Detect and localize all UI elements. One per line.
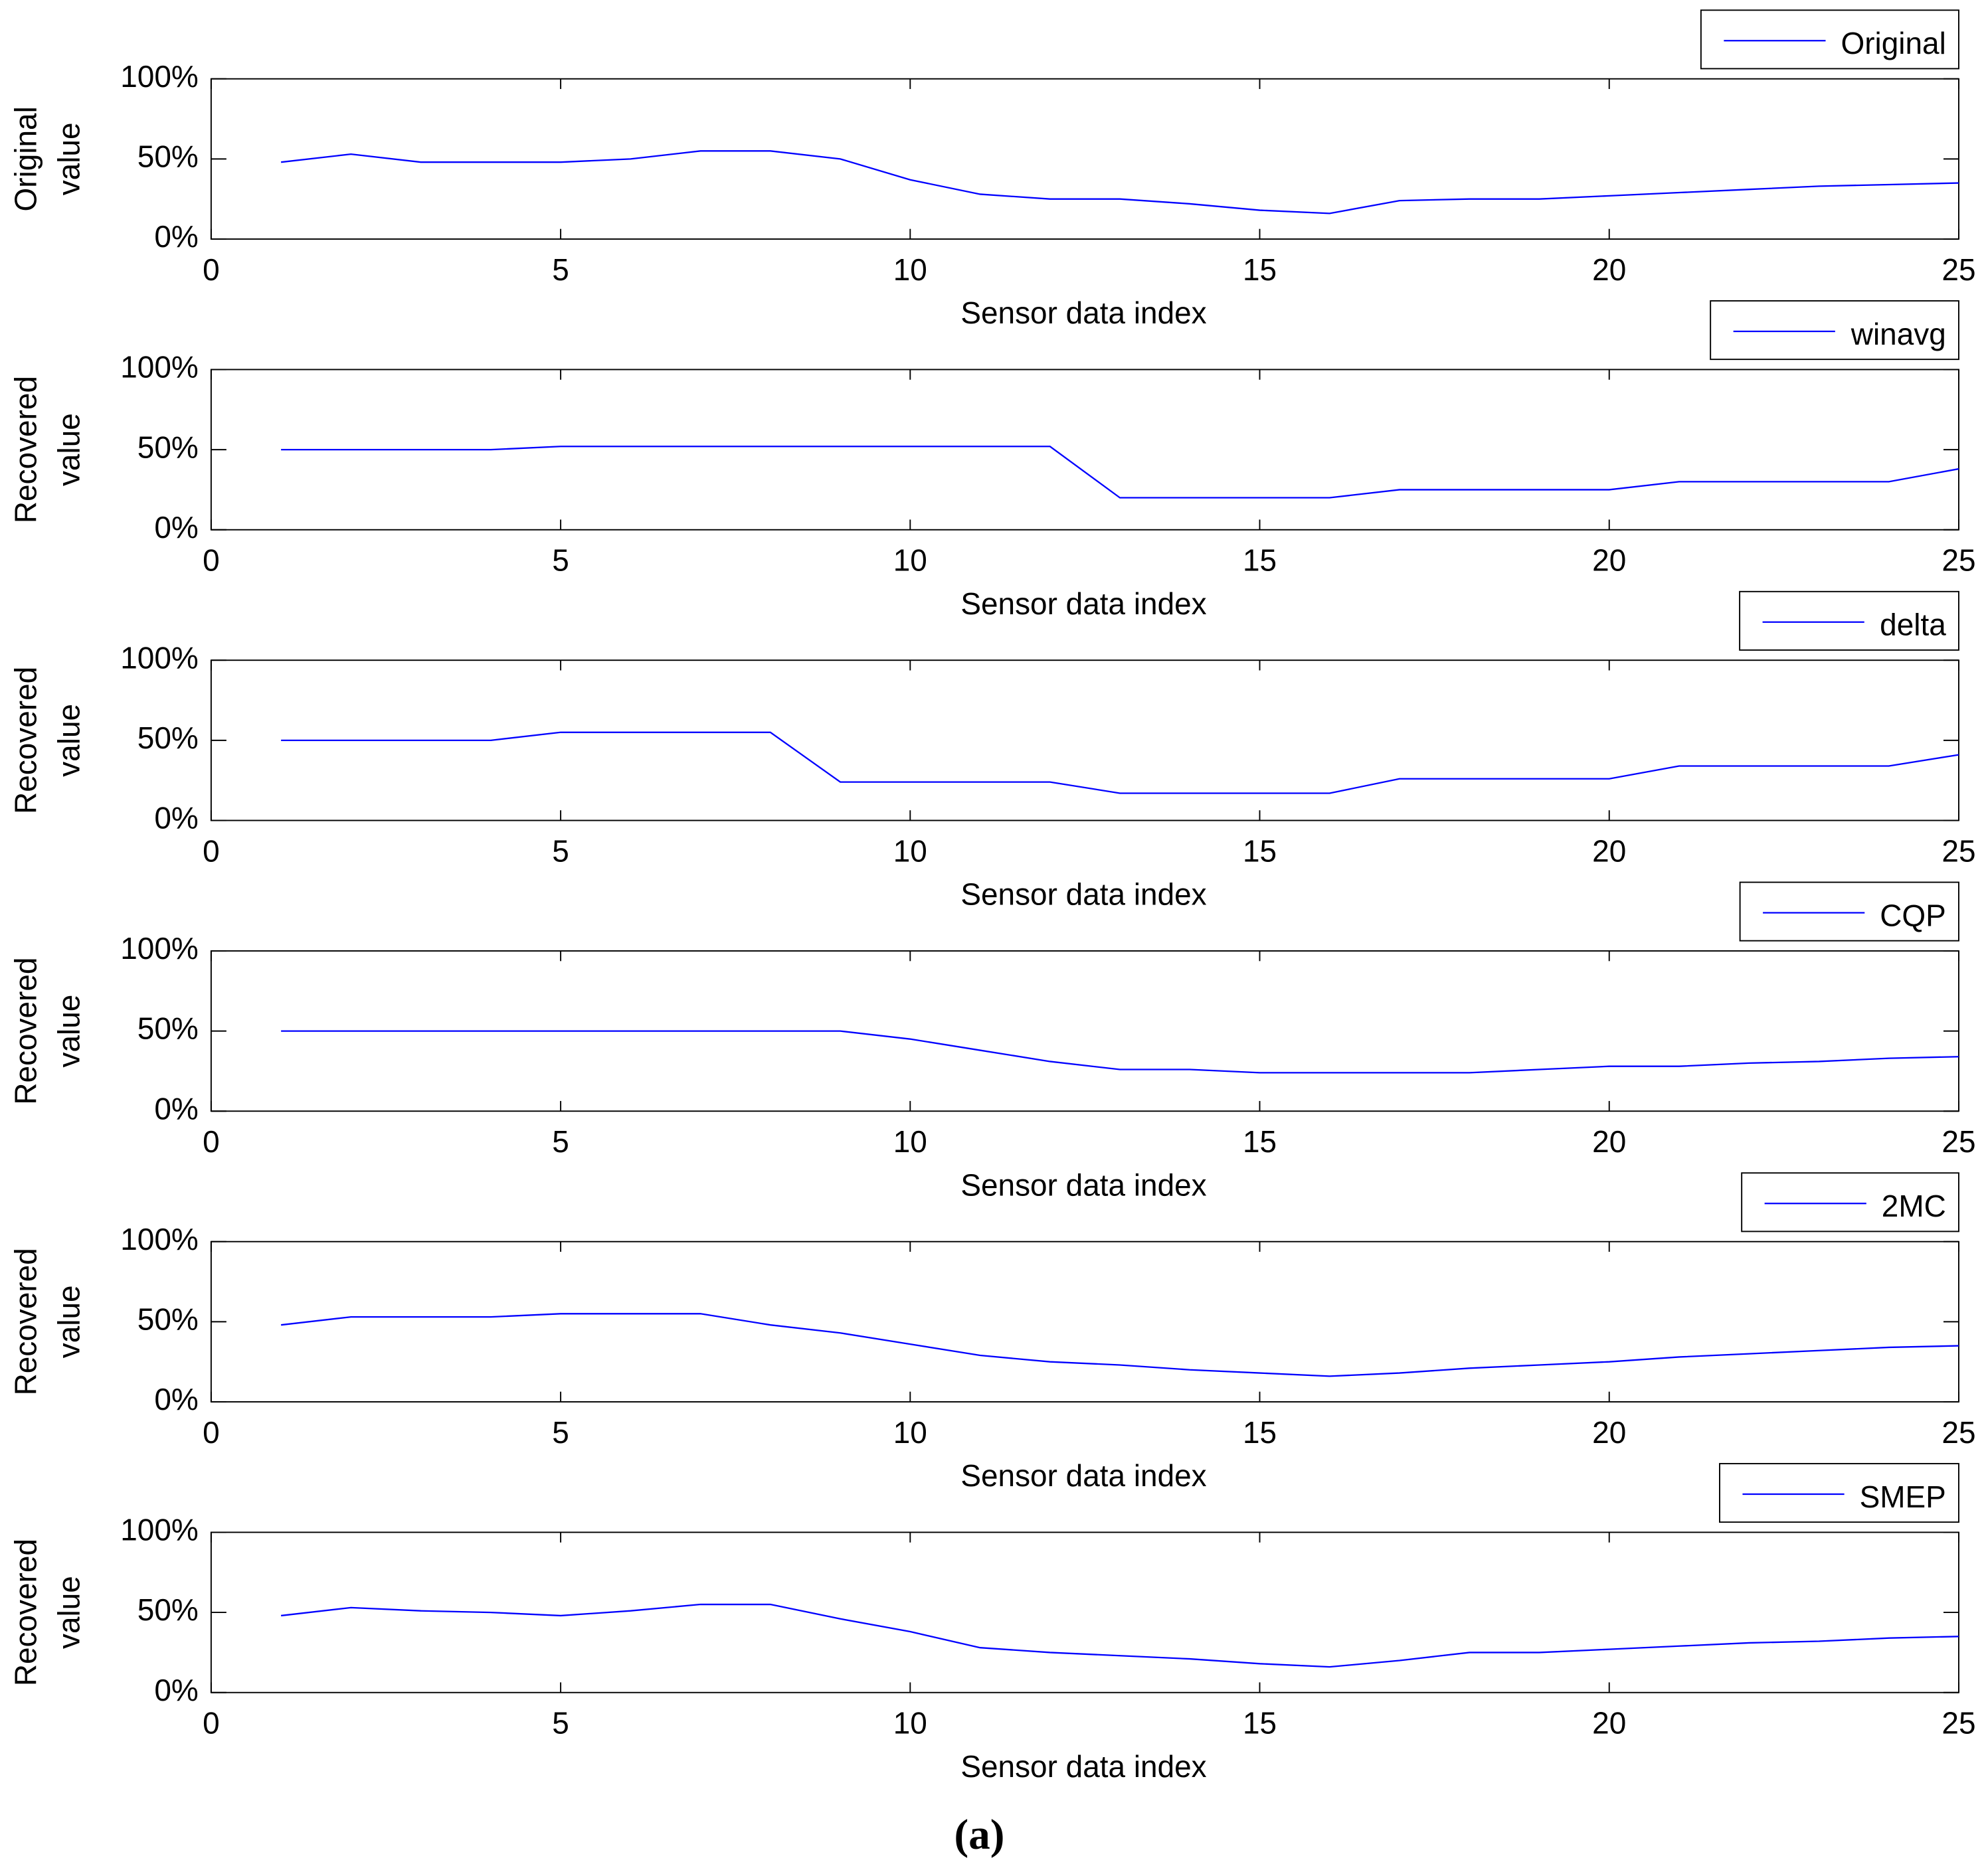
y-tick-label: 50%	[137, 139, 199, 174]
x-tick-label: 10	[893, 1124, 927, 1159]
y-tick-label: 50%	[137, 1592, 199, 1627]
y-axis-label: value	[51, 995, 86, 1068]
x-tick-label: 10	[893, 833, 927, 868]
x-tick-label: 15	[1243, 252, 1277, 287]
y-axis-label: Original	[8, 106, 43, 211]
y-tick-label: 100%	[120, 1222, 198, 1256]
x-tick-label: 15	[1243, 543, 1277, 578]
x-tick-label: 25	[1942, 1706, 1975, 1741]
x-tick-label: 20	[1592, 833, 1626, 868]
y-tick-label: 50%	[137, 1302, 199, 1336]
data-line	[280, 1603, 1959, 1668]
x-axis-label: Sensor data index	[960, 296, 1206, 330]
y-axis-label: Recovered	[8, 1248, 43, 1395]
y-axis-label: value	[51, 704, 86, 777]
y-axis-label: value	[51, 1576, 86, 1649]
x-tick-label: 25	[1942, 833, 1975, 868]
y-axis-label: Recovered	[8, 667, 43, 814]
data-line	[281, 446, 1959, 499]
y-tick-label: 100%	[120, 1513, 198, 1547]
y-axis-label: Recovered	[8, 958, 43, 1105]
plot-frame	[210, 78, 1959, 240]
plot-frame	[210, 659, 1959, 821]
y-tick-label: 100%	[120, 640, 198, 675]
x-tick-label: 5	[552, 1415, 569, 1450]
y-tick-label: 0%	[154, 1091, 198, 1126]
y-tick-label: 0%	[154, 219, 198, 254]
x-tick-label: 0	[203, 1124, 220, 1159]
y-tick-label: 0%	[154, 510, 198, 545]
x-tick-label: 0	[203, 833, 220, 868]
plot-frame	[210, 1240, 1959, 1403]
y-tick-label: 100%	[120, 931, 198, 966]
x-tick-label: 5	[552, 1706, 569, 1741]
x-tick-label: 25	[1942, 252, 1975, 287]
x-tick-label: 15	[1243, 1415, 1277, 1450]
x-tick-label: 0	[203, 1706, 220, 1741]
x-tick-label: 25	[1942, 1124, 1975, 1159]
caption: (a)	[954, 1811, 1005, 1859]
y-axis-label: value	[51, 122, 86, 195]
legend-label: winavg	[1851, 317, 1946, 351]
legend-box	[1710, 300, 1959, 361]
legend-label: 2MC	[1882, 1189, 1946, 1223]
y-tick-label: 50%	[137, 721, 199, 755]
x-tick-label: 5	[552, 1124, 569, 1159]
x-tick-label: 10	[893, 1706, 927, 1741]
x-axis-label: Sensor data index	[960, 1749, 1206, 1784]
x-tick-label: 10	[893, 543, 927, 578]
x-axis-label: Sensor data index	[960, 586, 1206, 621]
x-tick-label: 0	[203, 1415, 220, 1450]
legend-box	[1739, 881, 1959, 942]
x-tick-label: 5	[552, 543, 569, 578]
y-tick-label: 0%	[154, 1382, 198, 1416]
x-tick-label: 15	[1243, 1706, 1277, 1741]
legend-label: CQP	[1880, 898, 1946, 932]
x-tick-label: 20	[1592, 1415, 1626, 1450]
data-line	[280, 1313, 1959, 1377]
x-tick-label: 10	[893, 1415, 927, 1450]
legend-box	[1741, 1172, 1959, 1233]
data-line	[281, 731, 1959, 794]
legend-box	[1700, 9, 1959, 70]
x-axis-label: Sensor data index	[960, 877, 1206, 912]
x-tick-label: 0	[203, 252, 220, 287]
x-tick-label: 5	[552, 833, 569, 868]
legend-label: delta	[1880, 608, 1946, 642]
x-tick-label: 10	[893, 252, 927, 287]
x-tick-label: 15	[1243, 833, 1277, 868]
legend-label: Original	[1841, 26, 1946, 60]
x-tick-label: 0	[203, 543, 220, 578]
y-axis-label: value	[51, 1285, 86, 1358]
y-tick-label: 100%	[120, 59, 198, 94]
x-tick-label: 20	[1592, 1124, 1626, 1159]
x-axis-label: Sensor data index	[960, 1167, 1206, 1202]
y-axis-label: Recovered	[8, 376, 43, 523]
x-tick-label: 25	[1942, 1415, 1975, 1450]
x-tick-label: 25	[1942, 543, 1975, 578]
y-tick-label: 0%	[154, 1673, 198, 1707]
y-tick-label: 100%	[120, 350, 198, 384]
legend-label: SMEP	[1860, 1480, 1946, 1514]
legend-box	[1739, 590, 1959, 651]
x-tick-label: 20	[1592, 252, 1626, 287]
x-tick-label: 5	[552, 252, 569, 287]
y-axis-label: value	[51, 413, 86, 486]
data-line	[280, 150, 1959, 214]
y-tick-label: 0%	[154, 801, 198, 835]
x-tick-label: 20	[1592, 543, 1626, 578]
legend-box	[1719, 1463, 1959, 1523]
x-tick-label: 15	[1243, 1124, 1277, 1159]
y-tick-label: 50%	[137, 1011, 199, 1046]
data-line	[281, 1030, 1959, 1074]
y-axis-label: Recovered	[8, 1539, 43, 1686]
x-tick-label: 20	[1592, 1706, 1626, 1741]
y-tick-label: 50%	[137, 430, 199, 464]
x-axis-label: Sensor data index	[960, 1458, 1206, 1493]
